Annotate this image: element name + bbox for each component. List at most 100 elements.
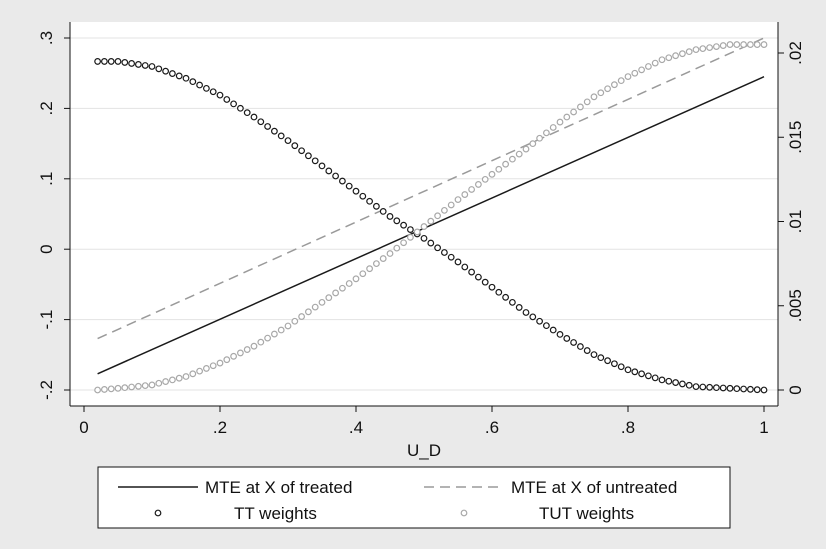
tut-weights-point <box>495 165 503 173</box>
tut-weights-point <box>148 381 156 389</box>
tut-weights-point <box>393 244 401 252</box>
tt-weights-point <box>441 249 448 256</box>
tt-weights-point <box>590 351 598 359</box>
tt-weights-point <box>182 74 190 82</box>
tut-weights-point <box>611 81 618 89</box>
right-tick-label: .005 <box>786 289 805 322</box>
tut-weights-point <box>257 338 265 346</box>
tt-weights-point <box>332 172 340 180</box>
tut-weights-point <box>726 41 734 48</box>
tut-weights-point <box>271 330 278 338</box>
tt-weights-point <box>522 309 530 316</box>
legend-label: MTE at X of treated <box>205 478 352 497</box>
tut-weights-point <box>590 93 598 101</box>
tt-weights-point <box>250 113 258 121</box>
tut-weights-point <box>747 41 754 48</box>
tut-weights-point <box>733 41 741 48</box>
tut-weights-point <box>373 260 380 268</box>
tt-weights-point <box>128 60 136 67</box>
tut-weights-point <box>291 317 299 325</box>
tt-weights-point <box>685 381 693 389</box>
tut-weights-point <box>583 98 591 106</box>
tut-weights-point <box>189 370 197 378</box>
tt-weights-point <box>543 322 550 330</box>
x-tick-label: .4 <box>349 418 363 437</box>
tt-weights-point <box>447 253 455 261</box>
tut-weights-point <box>665 54 673 62</box>
tut-weights-point <box>298 313 306 320</box>
tt-weights-point <box>271 127 278 135</box>
tt-weights-point <box>134 61 142 68</box>
tut-weights-point <box>645 63 652 70</box>
tt-weights-point <box>427 239 435 247</box>
tt-weights-point <box>298 147 306 155</box>
tut-weights-point <box>175 374 183 382</box>
tut-weights-point <box>366 265 374 273</box>
tt-weights-point <box>651 374 659 382</box>
legend-label: MTE at X of untreated <box>511 478 677 497</box>
tut-weights-point <box>604 85 611 93</box>
tt-weights-point <box>583 347 591 354</box>
tut-weights-point <box>563 113 571 121</box>
tut-weights-point <box>325 294 333 302</box>
tt-weights-point <box>672 379 679 386</box>
tut-weights-point <box>672 52 679 60</box>
tt-weights-point <box>536 317 543 325</box>
tut-weights-point <box>753 41 761 48</box>
legend-box <box>97 466 731 529</box>
x-tick-label: 1 <box>759 418 768 437</box>
tt-weights-point <box>515 304 523 311</box>
tt-weights-point <box>305 152 312 160</box>
x-tick-label: 0 <box>79 418 88 437</box>
tt-weights-point <box>645 372 652 380</box>
tt-weights-point <box>189 78 197 86</box>
tt-weights-point <box>107 58 115 65</box>
tut-weights-point <box>100 386 108 393</box>
right-y-axis: 0 .005 .01 .015 .02 <box>778 41 805 395</box>
tt-weights-point <box>209 88 217 96</box>
tt-weights-point <box>155 65 163 73</box>
tt-weights-point <box>509 298 516 306</box>
tt-weights-point <box>352 187 360 195</box>
legend-label: TT weights <box>234 504 317 523</box>
legend-item-mte-treated: MTE at X of treated <box>118 478 352 497</box>
tt-weights-point <box>434 244 442 252</box>
tut-weights-point <box>624 73 632 80</box>
left-tick-label: .2 <box>37 101 56 115</box>
tut-weights-point <box>536 134 543 142</box>
tut-weights-point <box>114 384 122 392</box>
tt-weights-point <box>563 335 571 342</box>
tt-weights-point <box>141 62 149 69</box>
tut-weights-point <box>685 48 693 56</box>
left-tick-label: -.1 <box>37 310 56 330</box>
tut-weights-point <box>216 359 224 367</box>
tt-weights-point <box>733 385 741 393</box>
tt-weights-point <box>611 360 618 368</box>
x-axis-title: U_D <box>407 441 441 460</box>
tt-weights-point <box>475 273 482 281</box>
tut-weights-point <box>556 118 564 126</box>
tut-weights-point <box>706 44 713 52</box>
tut-weights-point <box>107 385 115 393</box>
tt-weights-point <box>400 221 408 229</box>
x-tick-label: .6 <box>485 418 499 437</box>
tut-weights-point <box>236 349 244 357</box>
tut-weights-point <box>209 362 217 370</box>
tt-weights-point <box>257 118 265 126</box>
tut-weights-point <box>352 275 360 283</box>
legend-key-light-marker <box>460 509 468 517</box>
tut-weights-point <box>488 170 496 178</box>
tt-weights-point <box>379 207 387 215</box>
tt-weights-point <box>617 363 625 371</box>
tt-weights-point <box>747 385 754 393</box>
tt-weights-point <box>692 383 700 391</box>
tt-weights-point <box>556 330 564 338</box>
tut-weights-point <box>141 382 149 390</box>
series <box>94 37 768 394</box>
tut-weights-point <box>740 41 747 48</box>
tt-weights-point <box>631 368 639 376</box>
tut-weights-point <box>264 334 272 342</box>
x-axis: 0 .2 .4 .6 .8 1 <box>79 406 769 437</box>
tut-weights-point <box>651 59 659 67</box>
